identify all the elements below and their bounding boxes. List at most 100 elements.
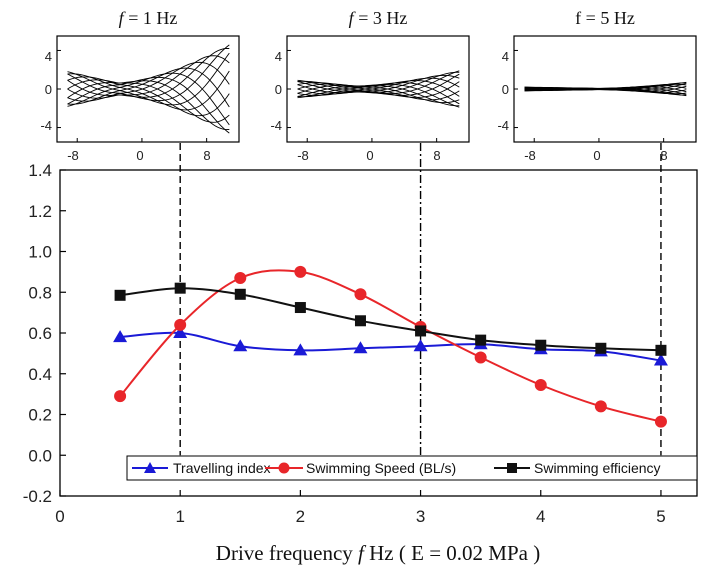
panel-1-trace-10: [297, 80, 460, 98]
legend-travelling-marker: [144, 462, 156, 473]
legend-efficiency-label: Swimming efficiency: [534, 460, 661, 476]
swimming-efficiency-point-9: [655, 344, 667, 356]
panel-0-trace-6: [67, 55, 230, 99]
legend-box: [126, 455, 698, 481]
panel-f3-xtick-neg8: -8: [297, 148, 309, 163]
swimming-efficiency-point-4: [354, 315, 366, 327]
swimming-efficiency-point-0: [114, 289, 126, 301]
panel-0-trace-0: [67, 79, 230, 123]
panel-f1-title: f = 1 Hz: [119, 8, 178, 28]
main-xtick-label-3: 3: [416, 507, 425, 526]
legend-speed-marker: [278, 462, 290, 474]
panel-f5-ytick-neg4: -4: [497, 118, 509, 133]
main-ytick-label-6: 1.0: [28, 243, 52, 262]
main-ytick-label-1: 0.0: [28, 446, 52, 465]
swimming-speed-point-1: [174, 318, 187, 331]
legend-efficiency-marker: [507, 463, 517, 473]
swimming-speed-line: [119, 269, 662, 423]
panel-0-trace-11: [67, 76, 230, 117]
main-xtick-label-0: 0: [55, 507, 64, 526]
panel-f3: f = 3 Hz 4 0 -4 -8 0 8: [270, 8, 470, 163]
swimming-efficiency-point-3: [294, 302, 306, 314]
main-x-axis-title: Drive frequency f Hz ( E = 0.02 MPa ): [216, 541, 540, 565]
panel-f5-ytick-0: 0: [502, 82, 509, 97]
panel-f1-ytick-0: 0: [45, 82, 52, 97]
panel-f5-xtick-neg8: -8: [524, 148, 536, 163]
main-ytick-label-7: 1.2: [28, 202, 52, 221]
main-ytick-label-5: 0.8: [28, 283, 52, 302]
panel-f5-xtick-8: 8: [660, 148, 667, 163]
swimming-efficiency-point-5: [415, 325, 427, 337]
panel-f3-xtick-8: 8: [433, 148, 440, 163]
panel-f5-ytick-4: 4: [502, 49, 509, 64]
panel-0-trace-4: [67, 67, 230, 108]
panel-f3-ytick-4: 4: [275, 49, 282, 64]
panel-f5-title: f = 5 Hz: [575, 8, 635, 28]
panel-1-trace-0: [297, 83, 460, 104]
main-ytick-label-2: 0.2: [28, 406, 52, 425]
panel-0-trace-1: [67, 80, 230, 131]
main-series: [113, 265, 668, 428]
panel-f3-title: f = 3 Hz: [349, 8, 408, 28]
travelling-index-point-9: [653, 353, 668, 366]
main-reference-lines: [179, 143, 662, 456]
panel-f3-traces: [287, 49, 460, 142]
panel-1-trace-11: [297, 82, 460, 101]
panel-f3-ytick-0: 0: [275, 82, 282, 97]
main-chart: -0.2 0.0 0.2 0.4 0.6 0.8 1.0 1.2 1.4 0 1 2 3 4 5 Trave…: [23, 143, 698, 565]
panel-1-trace-6: [297, 74, 460, 95]
swimming-efficiency-line: [119, 287, 661, 352]
panel-f1-xtick-neg8: -8: [67, 148, 79, 163]
panel-f5: f = 5 Hz 4 0 -4 -8 0 8: [497, 8, 697, 163]
panel-f5-xtick-0: 0: [593, 148, 600, 163]
panel-f1-ytick-4: 4: [45, 49, 52, 64]
swimming-efficiency-point-1: [174, 282, 186, 294]
travelling-index-point-0: [113, 330, 128, 343]
legend: Travelling index Swimming Speed (BL/s) S…: [126, 455, 698, 481]
swimming-efficiency-point-7: [535, 339, 547, 351]
main-xtick-label-2: 2: [296, 507, 305, 526]
main-ytick-label-0: -0.2: [23, 487, 52, 506]
travelling-index-point-1: [173, 326, 188, 338]
legend-travelling-label: Travelling index: [173, 460, 271, 476]
travelling-index-line: [120, 331, 662, 362]
panel-f1-traces: [57, 44, 230, 142]
main-ytick-label-8: 1.4: [28, 161, 52, 180]
main-xtick-label-5: 5: [656, 507, 665, 526]
panel-f1-ytick-neg4: -4: [40, 118, 52, 133]
swimming-speed-point-4: [354, 288, 367, 301]
travelling-index-point-5: [413, 339, 428, 352]
panel-f1-xtick-0: 0: [136, 148, 143, 163]
travelling-index-point-2: [233, 339, 248, 352]
main-ytick-label-4: 0.6: [28, 324, 52, 343]
main-ytick-label-3: 0.4: [28, 365, 52, 384]
legend-speed-label: Swimming Speed (BL/s): [306, 460, 456, 476]
panel-f1-frame: [56, 35, 240, 143]
main-xtick-label-1: 1: [175, 507, 184, 526]
swimming-speed-point-8: [594, 400, 607, 413]
panel-f3-xtick-0: 0: [366, 148, 373, 163]
panel-f1: f = 1 Hz 4 0 -4 -8 0 8: [40, 8, 240, 163]
panel-0-trace-7: [67, 47, 230, 98]
swimming-speed-point-9: [654, 415, 667, 428]
swimming-speed-point-7: [534, 378, 547, 391]
swimming-speed-point-0: [114, 390, 127, 403]
panel-2-trace-11: [524, 87, 687, 93]
main-xtick-label-4: 4: [536, 507, 545, 526]
panel-0-trace-9: [67, 52, 230, 106]
panel-0-trace-10: [67, 70, 230, 111]
travelling-index-point-3: [293, 343, 308, 356]
travelling-index-point-4: [353, 341, 368, 354]
panel-1-trace-9: [297, 73, 460, 96]
swimming-efficiency-point-6: [475, 334, 487, 346]
swimming-speed-point-2: [234, 271, 247, 284]
panel-f3-ytick-neg4: -4: [270, 118, 282, 133]
swimming-efficiency-point-8: [595, 342, 607, 354]
swimming-efficiency-point-2: [234, 288, 246, 300]
panel-f5-traces: [514, 49, 687, 142]
panel-f1-xtick-8: 8: [203, 148, 210, 163]
main-axis-ticks: -0.2 0.0 0.2 0.4 0.6 0.8 1.0 1.2 1.4 0 1 2 3 4 5: [23, 161, 666, 526]
swimming-speed-point-3: [294, 265, 307, 278]
swimming-speed-point-6: [474, 351, 487, 364]
